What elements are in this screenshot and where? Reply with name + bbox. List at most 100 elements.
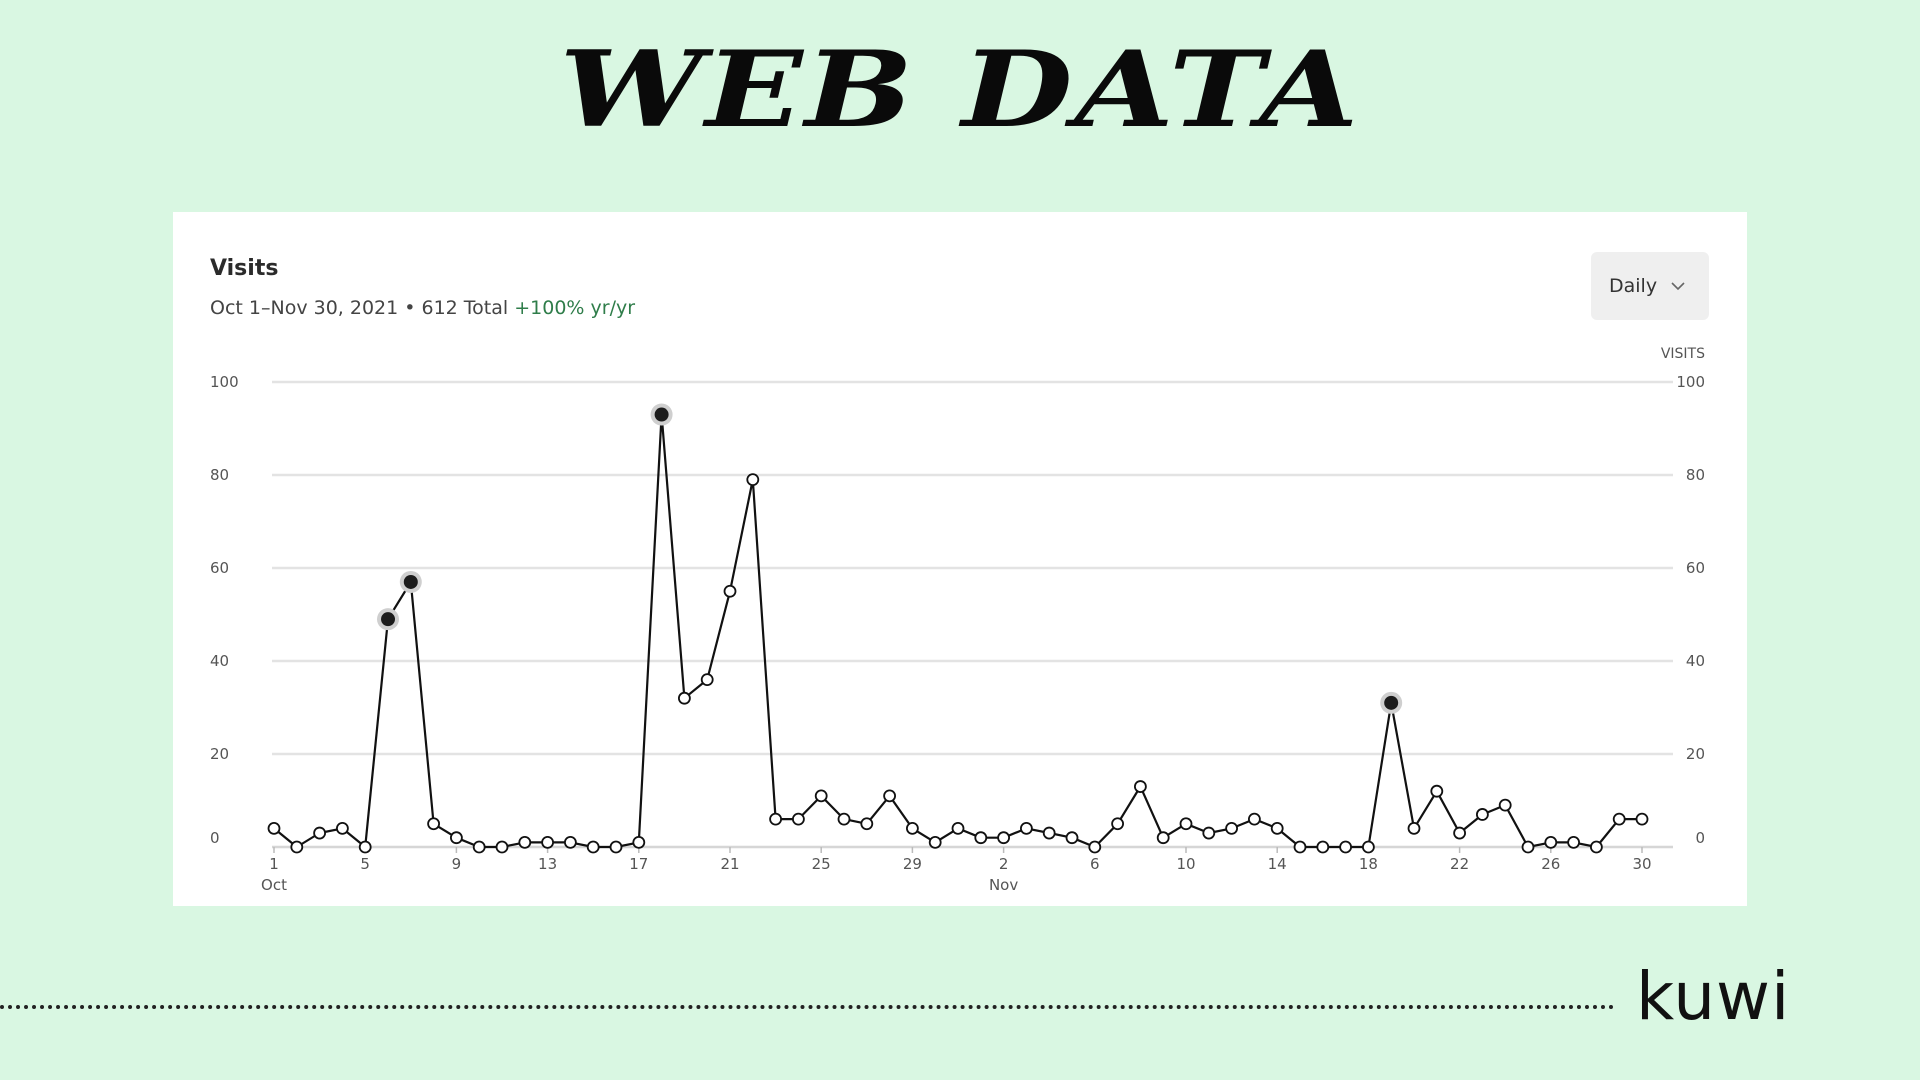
data-point (427, 817, 441, 831)
data-point (1111, 817, 1124, 831)
data-point (1179, 817, 1193, 831)
data-point (1476, 808, 1489, 821)
y-tick-label-right: 0 (1695, 829, 1705, 847)
data-point (563, 835, 577, 849)
visits-card: Visits Oct 1–Nov 30, 2021 • 612 Total +1… (173, 212, 1747, 906)
data-point (335, 822, 349, 835)
x-tick-label: 10 (1176, 855, 1195, 873)
data-point (723, 584, 737, 598)
data-point (1270, 822, 1284, 835)
data-point (792, 812, 805, 826)
y-tick-label-left: 40 (210, 652, 229, 670)
data-point (1042, 826, 1056, 840)
x-month-label: Nov (989, 876, 1018, 894)
data-point (541, 835, 555, 849)
x-tick-label: 30 (1632, 855, 1651, 873)
data-point (746, 473, 760, 487)
data-point-highlighted (1384, 695, 1399, 710)
data-point (290, 840, 304, 854)
data-point (586, 840, 600, 854)
x-tick-label: 5 (360, 855, 370, 873)
data-point (1567, 835, 1580, 849)
data-point (1362, 840, 1375, 854)
data-point (1134, 780, 1147, 793)
data-point (1065, 831, 1079, 845)
data-point (1248, 812, 1261, 826)
data-point (609, 840, 623, 854)
data-point (769, 812, 782, 826)
y-tick-label-left: 0 (210, 829, 220, 847)
data-point (1498, 798, 1512, 812)
data-point (358, 840, 372, 854)
dotted-divider (0, 1005, 1615, 1009)
visits-line-chart: 0 0 20 20 40 40 60 60 80 80 100 100 VISITS 1 5 9 13 17 21 2… (210, 346, 1705, 894)
data-point (1430, 784, 1444, 798)
data-point (1612, 812, 1626, 826)
data-point (837, 812, 851, 826)
data-point (1453, 826, 1466, 840)
y-tick-label-left: 20 (210, 745, 229, 763)
data-point (267, 822, 281, 835)
data-point (1635, 812, 1649, 826)
data-point (472, 840, 486, 854)
x-tick-label: 22 (1450, 855, 1469, 873)
data-point (1225, 822, 1238, 835)
data-point (1293, 840, 1307, 854)
data-point (1020, 822, 1033, 835)
chevron-down-icon (1671, 282, 1685, 291)
x-tick-label: 9 (452, 855, 462, 873)
x-tick-label: 21 (720, 855, 739, 873)
data-point (974, 831, 988, 845)
x-tick-label: 1 (269, 855, 279, 873)
data-point (906, 822, 919, 835)
data-point (860, 817, 874, 831)
x-tick-label: 14 (1268, 855, 1287, 873)
x-tick-label: 25 (812, 855, 831, 873)
brand-logo: kuwi (1636, 958, 1791, 1035)
data-point (1521, 840, 1535, 854)
data-point (814, 789, 828, 803)
data-point (1544, 835, 1558, 849)
x-tick-label: 17 (629, 855, 648, 873)
data-point (1316, 840, 1330, 854)
x-tick-label: 2 (999, 855, 1009, 873)
data-point-highlighted (654, 407, 669, 422)
y-tick-label-left: 80 (210, 466, 229, 484)
x-tick-label: 26 (1541, 855, 1560, 873)
card-subtitle: Oct 1–Nov 30, 2021 • 612 Total +100% yr/… (210, 297, 635, 319)
x-month-label: Oct (261, 876, 287, 894)
data-point (928, 835, 942, 849)
data-point-highlighted (381, 612, 395, 627)
y-tick-label-right: 20 (1686, 745, 1705, 763)
data-point (313, 826, 327, 840)
card-title: Visits (210, 256, 279, 281)
data-point (883, 789, 896, 803)
date-range-total: Oct 1–Nov 30, 2021 • 612 Total (210, 297, 509, 319)
y-tick-label-left: 60 (210, 559, 229, 577)
y-tick-label-right: 80 (1686, 466, 1705, 484)
data-point (1088, 840, 1102, 854)
data-point (1339, 840, 1352, 854)
x-tick-label: 13 (538, 855, 557, 873)
data-point (1590, 840, 1603, 854)
data-point (997, 831, 1010, 845)
y-tick-label-right: 60 (1686, 559, 1705, 577)
x-tick-label: 6 (1090, 855, 1100, 873)
data-point (518, 835, 532, 849)
data-point (1156, 831, 1170, 845)
period-dropdown[interactable]: Daily (1591, 252, 1709, 320)
data-point (677, 691, 691, 705)
data-point (449, 831, 463, 845)
yoy-change: +100% yr/yr (514, 297, 636, 319)
x-tick-label: 18 (1359, 855, 1378, 873)
data-point (1407, 822, 1421, 835)
y-tick-label-right: 100 (1676, 373, 1705, 391)
series-line (273, 413, 1642, 849)
data-point (632, 835, 646, 849)
period-dropdown-label: Daily (1609, 275, 1658, 297)
data-point (495, 840, 509, 854)
y-tick-label-left: 100 (210, 373, 239, 391)
data-point (1202, 826, 1216, 840)
y-axis-label: VISITS (1661, 346, 1705, 362)
x-tick-label: 29 (903, 855, 922, 873)
